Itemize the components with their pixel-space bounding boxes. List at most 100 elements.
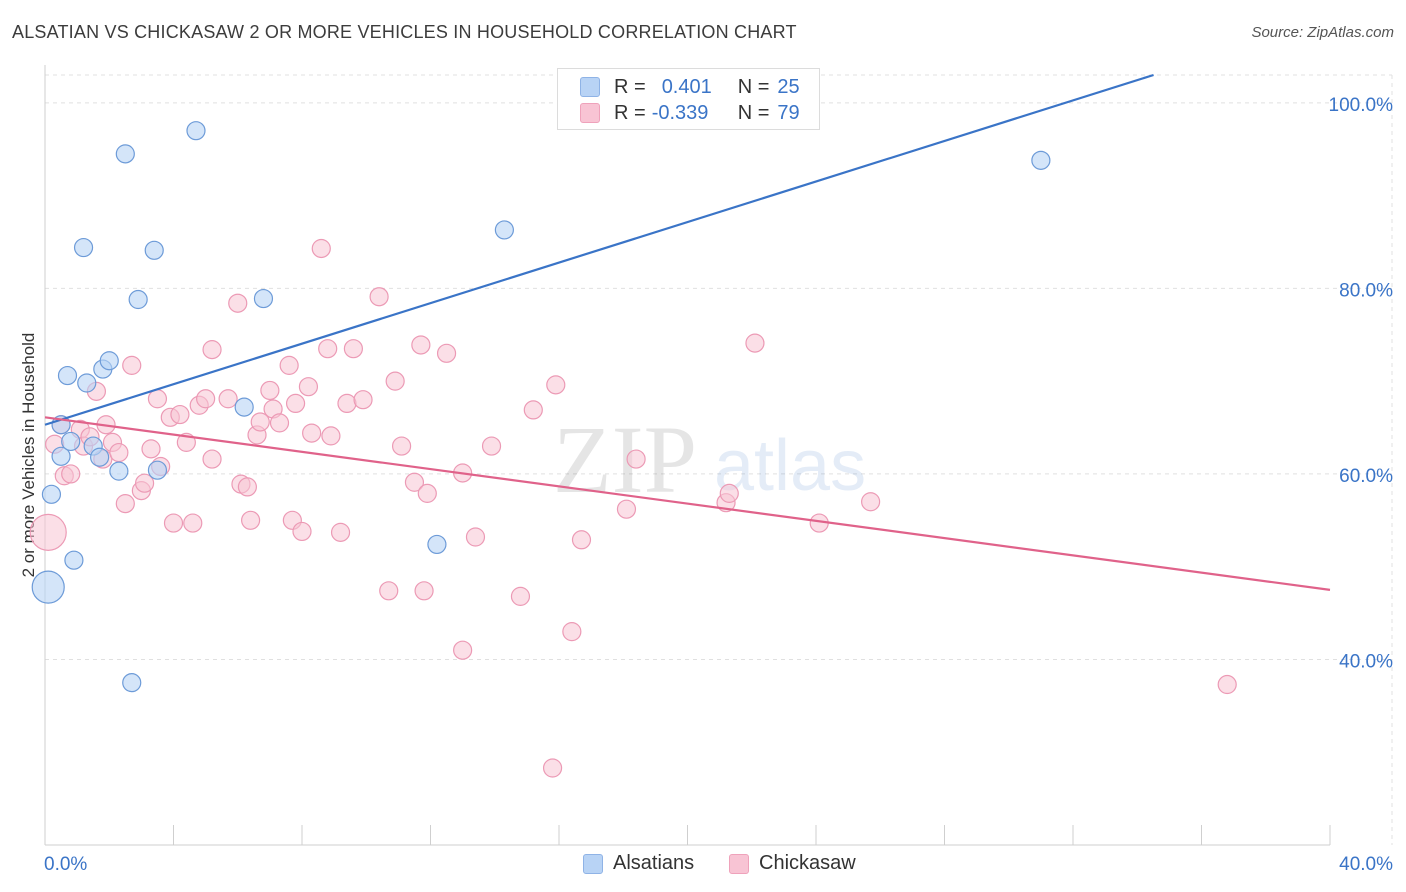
alsatians-point [31, 570, 65, 604]
chickasaw-point [269, 413, 290, 433]
chickasaw-point [861, 492, 881, 512]
r-label: R = [614, 75, 646, 98]
chickasaw-point [122, 355, 142, 375]
alsatians-point [61, 431, 81, 452]
chickasaw-point [414, 581, 434, 601]
chickasaw-point [250, 412, 270, 432]
chickasaw-point [379, 581, 399, 601]
chickasaw-point [562, 622, 582, 642]
chickasaw-point [202, 449, 222, 469]
chickasaw-point [616, 499, 637, 519]
chickasaw-point [436, 343, 457, 363]
alsatians-legend-label: Alsatians [613, 852, 695, 874]
chickasaw-point [141, 439, 161, 459]
chickasaw-point [626, 449, 646, 469]
chickasaw-point [330, 522, 351, 542]
chickasaw-point [318, 339, 338, 359]
chickasaw-point [260, 380, 280, 401]
chickasaw-point [353, 390, 373, 410]
alsatians-legend-swatch [583, 853, 603, 874]
stats-legend: R = 0.401 N = 25 R = -0.339 N = 79 [557, 68, 820, 130]
chickasaw-point [109, 442, 129, 463]
alsatians-point [1031, 150, 1051, 170]
alsatians-point [73, 237, 94, 258]
chickasaw-point [170, 404, 190, 425]
alsatians-point [122, 673, 142, 693]
alsatians-point [77, 373, 97, 393]
legend-item-alsatians[interactable]: Alsatians [583, 852, 694, 875]
r-label: R = [614, 101, 646, 124]
chickasaw-point [218, 389, 238, 409]
n-value: 79 [777, 101, 800, 124]
y-tick-label: 60.0% [1339, 466, 1393, 487]
chickasaw-legend-label: Chickasaw [759, 852, 856, 874]
watermark: ZIP atlas [553, 406, 866, 513]
alsatians-point [128, 289, 148, 310]
legend-item-chickasaw[interactable]: Chickasaw [729, 852, 856, 875]
trend-lines [44, 73, 1331, 591]
chickasaw-point [147, 389, 168, 409]
chickasaw-point [115, 494, 135, 514]
alsatians-trend-line [44, 73, 1154, 426]
chickasaw-point [202, 340, 222, 360]
alsatians-point [99, 351, 119, 371]
chickasaw-point [237, 477, 257, 497]
series-chickasaw-points [29, 238, 1237, 778]
chickasaw-point [417, 483, 437, 503]
chickasaw-point [285, 393, 306, 414]
alsatians-point [253, 288, 274, 309]
chickasaw-point [510, 586, 531, 606]
alsatians-point [57, 365, 78, 386]
chickasaw-point [571, 530, 592, 550]
alsatians-point [41, 484, 62, 504]
chickasaw-point [411, 335, 431, 355]
watermark-zip: ZIP [553, 406, 697, 513]
y-tick-label: 100.0% [1329, 95, 1394, 116]
chickasaw-point [542, 758, 563, 778]
alsatians-point [186, 121, 206, 141]
chickasaw-point [343, 339, 363, 359]
chickasaw-point [745, 333, 765, 353]
chickasaw-point [481, 436, 502, 456]
alsatians-swatch [580, 77, 600, 97]
chickasaw-point [279, 355, 299, 375]
alsatians-point [109, 461, 129, 481]
y-tick-label: 80.0% [1339, 280, 1393, 301]
chickasaw-point [385, 371, 405, 391]
watermark-atlas: atlas [714, 426, 866, 506]
alsatians-point [64, 550, 84, 570]
chickasaw-legend-swatch [729, 853, 749, 874]
chickasaw-point [228, 293, 248, 313]
chickasaw-point [337, 393, 357, 414]
chart-title: ALSATIAN VS CHICKASAW 2 OR MORE VEHICLES… [12, 22, 797, 42]
chickasaw-point [302, 423, 322, 443]
chickasaw-point [719, 483, 739, 503]
chickasaw-point [453, 640, 473, 660]
alsatians-point [234, 397, 254, 417]
y-tick-label: 40.0% [1339, 651, 1393, 672]
source-label: Source: ZipAtlas.com [1251, 24, 1394, 41]
legend-row-alsatians: R = 0.401 N = 25 [580, 75, 800, 99]
alsatians-point [144, 240, 164, 260]
alsatians-point [427, 534, 447, 555]
tick-labels: 40.0% 60.0% 80.0% 100.0% 0.0% 40.0% [44, 95, 1393, 875]
n-value: 25 [777, 75, 800, 98]
chickasaw-trend-line [44, 416, 1331, 591]
legend-row-chickasaw: R = -0.339 N = 79 [580, 101, 800, 125]
alsatians-point [90, 447, 110, 467]
alsatians-point [494, 220, 514, 240]
chickasaw-point [465, 527, 486, 547]
axes [44, 65, 1331, 846]
chickasaw-point [183, 513, 203, 533]
r-value: 0.401 [661, 75, 712, 98]
chickasaw-point [241, 510, 261, 530]
grid-lines [45, 74, 1393, 845]
y-axis-label: 2 or more Vehicles in Household [19, 333, 38, 578]
alsatians-point [147, 460, 168, 480]
chickasaw-point [292, 521, 312, 542]
chickasaw-point [61, 464, 81, 484]
n-label: N = [737, 75, 770, 98]
chickasaw-point [311, 238, 331, 259]
chickasaw-point [391, 436, 412, 456]
chickasaw-point [134, 473, 155, 493]
